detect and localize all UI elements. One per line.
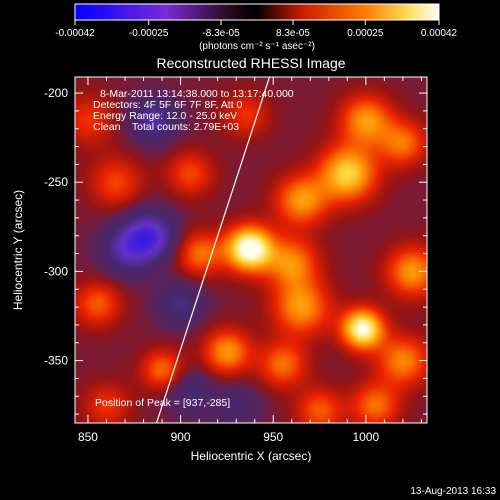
y-axis-ticks: -200 -250 -300 -350 [44,86,427,415]
annotation-clean-counts: Clean Total counts: 2.79E+03 [93,121,240,133]
y-tick-label: -250 [44,175,68,189]
peak-position-label: Position of Peak = [937,-285] [95,397,231,409]
colorbar-tick-label: -8.3e-05 [202,28,240,39]
colorbar-tick-label: 8.3e-05 [276,28,310,39]
plot-frame [74,76,428,424]
y-axis-label: Heliocentric Y (arcsec) [11,190,25,310]
colorbar-units-label: (photons cm⁻² s⁻¹ asec⁻²) [199,41,315,52]
x-tick-label: 900 [171,430,191,444]
colorbar-tick-label: 0.00042 [421,28,458,39]
colorbar-tick-label: -0.00025 [129,28,169,39]
colorbar-tick-label: 0.00025 [347,28,384,39]
x-axis-ticks: 850 900 950 1000 [78,77,422,444]
x-tick-label: 850 [78,430,98,444]
colorbar [74,3,440,21]
annotation-energy-range: Energy Range: 12.0 - 25.0 keV [93,110,238,122]
colorbar-ticks: -0.00042 -0.00025 -8.3e-05 8.3e-05 0.00025 0.… [55,20,458,39]
y-tick-label: -300 [44,264,68,278]
footer-timestamp: 13-Aug-2013 16:33 [410,486,496,497]
x-tick-label: 950 [263,430,283,444]
y-tick-label: -200 [44,86,68,100]
y-tick-label: -350 [44,354,68,368]
annotation-detectors: Detectors: 4F 5F 6F 7F 8F, Att 0 [93,99,243,111]
solar-limb-line [155,77,271,423]
x-axis-label: Heliocentric X (arcsec) [191,449,312,463]
x-tick-label: 1000 [353,430,380,444]
annotation-time-range: 8-Mar-2011 13:14:38.000 to 13:17:40.000 [100,88,294,100]
chart-title: Reconstructed RHESSI Image [156,55,345,71]
colorbar-tick-label: -0.00042 [55,28,95,39]
